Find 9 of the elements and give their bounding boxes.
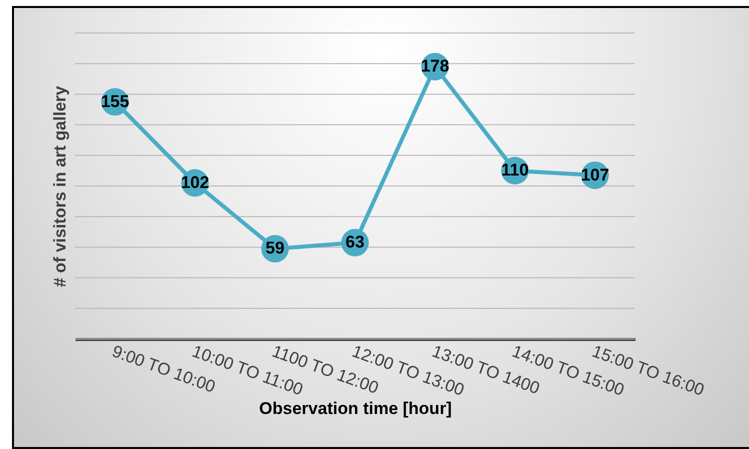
data-label: 63 [346, 232, 364, 252]
data-label: 102 [180, 172, 210, 192]
data-label: 110 [501, 160, 529, 180]
data-label: 178 [420, 56, 450, 76]
data-label: 155 [100, 92, 130, 111]
x-axis-title: Observation time [hour] [259, 398, 452, 418]
y-axis-title: # of visitors in art gallery [50, 85, 70, 288]
data-label: 107 [580, 165, 610, 184]
data-label: 59 [266, 238, 284, 258]
